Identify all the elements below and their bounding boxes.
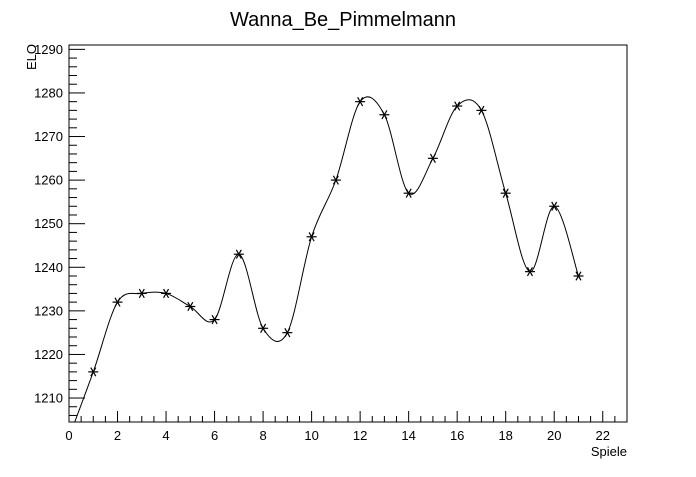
x-tick-label: 18 bbox=[498, 428, 512, 443]
data-point bbox=[306, 232, 317, 242]
x-tick-label: 6 bbox=[211, 428, 218, 443]
data-point bbox=[452, 101, 463, 111]
y-tick-label: 1210 bbox=[34, 391, 63, 406]
series-curve bbox=[74, 96, 579, 422]
data-point bbox=[379, 110, 390, 120]
y-tick-label: 1280 bbox=[34, 85, 63, 100]
x-tick-label: 2 bbox=[114, 428, 121, 443]
data-point bbox=[282, 328, 293, 338]
x-tick-label: 0 bbox=[65, 428, 72, 443]
x-tick-label: 16 bbox=[450, 428, 464, 443]
data-point bbox=[112, 297, 123, 307]
data-point bbox=[355, 97, 366, 107]
y-tick-label: 1220 bbox=[34, 347, 63, 362]
data-point bbox=[185, 301, 196, 312]
data-point bbox=[209, 314, 220, 325]
data-point bbox=[403, 188, 414, 198]
data-point bbox=[88, 367, 99, 377]
data-point bbox=[500, 188, 511, 198]
data-point bbox=[524, 266, 535, 277]
data-point bbox=[161, 288, 172, 299]
x-tick-label: 8 bbox=[259, 428, 266, 443]
data-point bbox=[258, 323, 269, 333]
data-point bbox=[573, 271, 584, 281]
x-tick-label: 20 bbox=[547, 428, 561, 443]
chart-title: Wanna_Be_Pimmelmann bbox=[230, 9, 456, 31]
y-axis-label: ELO bbox=[24, 44, 39, 70]
x-tick-label: 14 bbox=[401, 428, 415, 443]
y-tick-label: 1270 bbox=[34, 129, 63, 144]
data-point bbox=[330, 175, 341, 185]
y-tick-label: 1230 bbox=[34, 303, 63, 318]
x-tick-label: 10 bbox=[304, 428, 318, 443]
data-point bbox=[476, 105, 487, 116]
x-axis-label: Spiele bbox=[591, 444, 627, 459]
data-point bbox=[233, 249, 244, 259]
x-tick-label: 12 bbox=[353, 428, 367, 443]
data-markers bbox=[88, 97, 584, 377]
x-tick-label: 4 bbox=[162, 428, 169, 443]
y-tick-label: 1250 bbox=[34, 216, 63, 231]
y-tick-label: 1260 bbox=[34, 173, 63, 188]
data-point bbox=[549, 201, 560, 211]
y-tick-label: 1290 bbox=[34, 42, 63, 57]
data-point bbox=[136, 288, 147, 299]
axes: 0 2 4 6 8 10 12 14 16 18 20 22 1210 1220 1230 1240 1250 1… bbox=[34, 42, 628, 443]
data-point bbox=[427, 153, 438, 163]
y-tick-label: 1240 bbox=[34, 260, 63, 275]
x-tick-label: 22 bbox=[596, 428, 610, 443]
